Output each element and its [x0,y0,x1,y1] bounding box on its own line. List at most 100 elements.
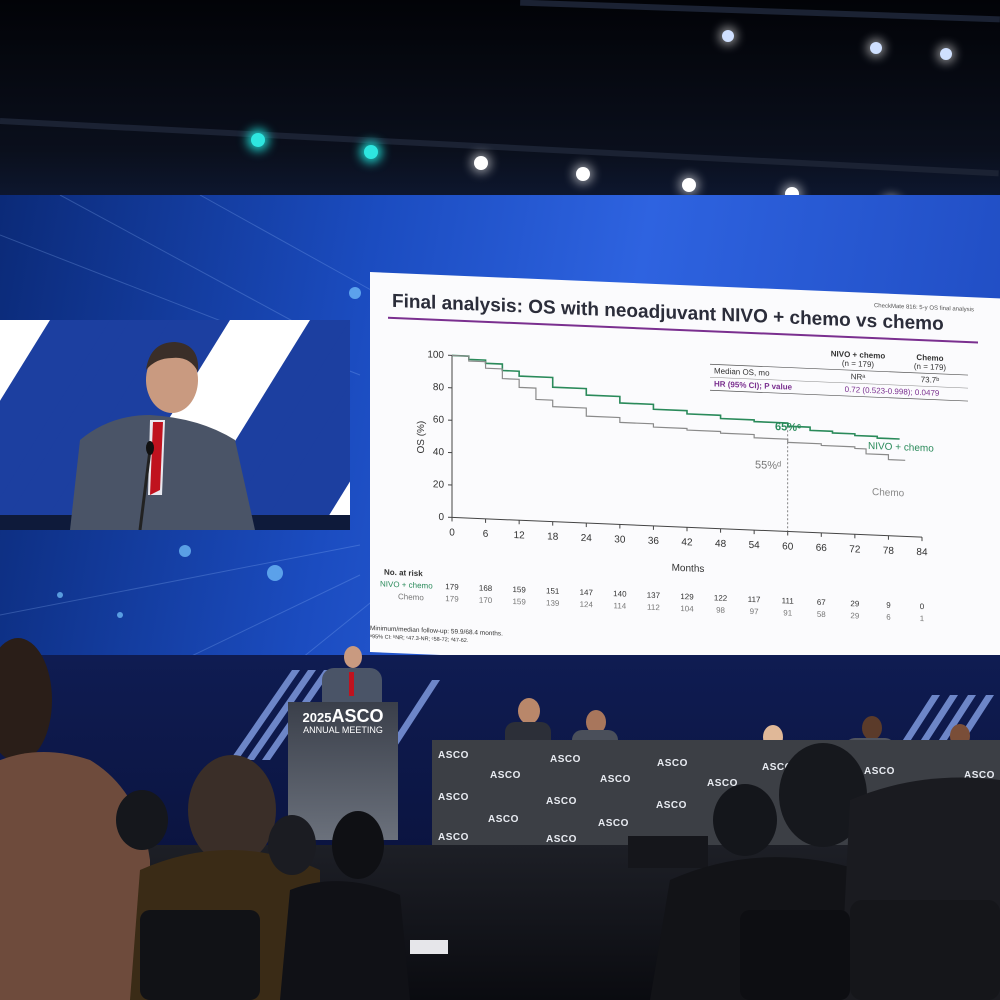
table-row1-v2: 73.7ᵇ [921,375,940,385]
nivo-landmark-label: 65%ᶜ [775,421,801,434]
risk-value: 67 [817,598,826,607]
table-asco-logo: ASCO [550,754,581,765]
risk-value: 98 [716,606,725,615]
x-tick-label: 12 [514,530,526,541]
table-asco-logo: ASCO [762,762,793,773]
table-asco-logo: ASCO [488,814,519,825]
table-asco-logo: ASCO [964,770,995,781]
table-asco-logo: ASCO [546,834,577,845]
stage-light [364,145,378,159]
risk-value: 147 [580,588,594,598]
speaker-tie [349,672,354,696]
phone-screen [410,940,448,954]
x-tick-label: 30 [614,534,626,545]
risk-value: 179 [445,594,459,604]
audience-head [116,790,168,850]
panelist [518,698,540,724]
x-tick-label: 84 [916,547,928,558]
auditorium-seat [140,910,260,1000]
podium-sign: 2025ASCO ANNUAL MEETING [288,706,398,735]
y-tick-label: 60 [433,414,445,425]
table-col2-header: Chemo [916,353,943,363]
panelist [862,716,882,740]
audience-body [280,881,410,1000]
risk-value: 9 [886,601,891,610]
risk-value: 151 [546,586,560,596]
risk-value: 111 [782,596,795,606]
table-asco-logo: ASCO [490,770,521,781]
x-tick-label: 0 [449,527,455,538]
stage-light [474,156,488,170]
stage-light [682,178,696,192]
x-tick-label: 18 [547,531,559,542]
podium-year: 2025 [302,710,332,725]
risk-value: 117 [748,595,761,605]
audience-head [779,743,867,847]
risk-value: 139 [546,598,560,608]
risk-value: 29 [850,599,859,608]
stage-light [870,42,882,54]
risk-row-chemo-label: Chemo [398,592,424,602]
x-tick-label: 60 [782,541,794,552]
risk-row-nivo-label: NIVO + chemo [380,579,433,590]
network-graphic [0,195,1000,700]
stage-light [940,48,952,60]
risk-value: 122 [714,593,728,603]
table-asco-logo: ASCO [864,766,895,777]
speaker [344,646,362,668]
x-tick-label: 66 [816,543,828,554]
audience-head [188,755,276,865]
risk-value: 104 [680,604,694,614]
lighting-truss [0,118,999,177]
audience-head [332,811,384,879]
footnote-ci: ᵃ95% CI: ᵇNR; ᶜ47.3-NR; ᶜ58-72; ᵈ47-62. [370,633,469,644]
lighting-truss-upper [520,0,1000,23]
risk-value: 1 [920,614,925,623]
risk-value: 112 [647,603,660,613]
y-tick-label: 20 [433,479,445,490]
x-tick-label: 24 [581,533,593,544]
risk-value: 140 [613,589,627,599]
audience-head [268,815,316,875]
y-tick-label: 40 [433,447,445,458]
risk-value: 159 [512,585,526,595]
risk-value: 29 [850,611,859,620]
table-row2-label: HR (95% CI); P value [714,379,793,391]
ceiling [0,0,1000,221]
km-curve-chemo [452,354,906,461]
x-tick-label: 72 [849,544,861,555]
x-axis-label: Months [672,563,705,575]
table-asco-logo: ASCO [598,818,629,829]
risk-table-title: No. at risk [384,568,423,579]
y-tick-label: 100 [427,349,444,361]
x-tick-label: 48 [715,538,727,549]
chemo-landmark-label: 55%ᵈ [755,459,781,472]
table-asco-logo: ASCO [656,800,687,811]
risk-value: 170 [479,596,493,606]
speaker-video-image [0,320,350,530]
table-row1-v1: NRᵃ [851,372,867,382]
table-col1-n: (n = 179) [842,359,875,369]
risk-value: 97 [750,607,759,616]
audience [0,638,1000,1000]
podium-subtitle: ANNUAL MEETING [303,725,383,735]
presentation-slide: Final analysis: OS with neoadjuvant NIVO… [370,272,1000,679]
audience-member-left [0,638,150,1000]
table-col2-n: (n = 179) [914,362,947,372]
y-axis-label: OS (%) [416,421,427,454]
table-asco-logo: ASCO [600,774,631,785]
table-asco-logo: ASCO [438,792,469,803]
risk-value: 58 [817,610,826,619]
km-curve-nivo-chemo [452,354,900,440]
risk-value: 129 [680,592,694,602]
table-asco-logo: ASCO [438,750,469,761]
nivo-curve-label: NIVO + chemo [868,441,934,455]
table-asco-logo: ASCO [438,832,469,843]
table-asco-logo: ASCO [546,796,577,807]
risk-value: 6 [886,613,891,622]
table-asco-logo: ASCO [707,778,738,789]
auditorium-seat [850,900,1000,1000]
x-tick-label: 54 [749,540,761,551]
risk-value: 168 [479,584,493,594]
